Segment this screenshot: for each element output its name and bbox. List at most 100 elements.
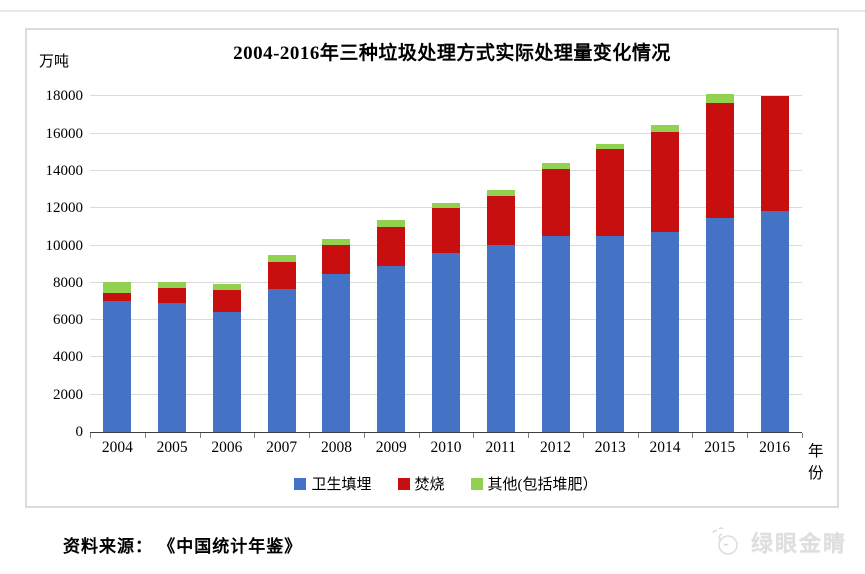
bar-segment-2006-卫生填埋 <box>212 311 241 432</box>
x-axis-tick <box>802 433 803 438</box>
bar-slot-2005 <box>145 87 200 432</box>
bar-segment-2006-焚烧 <box>212 290 241 312</box>
chart-legend: 卫生填埋 焚烧 其他(包括堆肥） <box>90 473 802 494</box>
x-axis-tick <box>254 433 256 438</box>
x-tick-label-2007: 2007 <box>266 439 298 456</box>
bar-segment-2010-其他(包括堆肥） <box>431 202 460 209</box>
y-tick-label-16000: 16000 <box>45 125 84 142</box>
bar-segment-2009-卫生填埋 <box>377 266 406 432</box>
bar-segment-2013-卫生填埋 <box>596 236 625 432</box>
bar-slot-2007 <box>254 87 309 432</box>
bar-slot-2016 <box>747 87 802 432</box>
x-axis-tick <box>582 433 584 438</box>
bar-segment-2012-卫生填埋 <box>541 236 570 432</box>
bar-slot-2015 <box>692 87 747 432</box>
bar-2008 <box>322 239 351 432</box>
bar-2014 <box>651 125 680 432</box>
bar-segment-2009-焚烧 <box>377 226 406 267</box>
bar-segment-2004-其他(包括堆肥） <box>103 281 132 294</box>
x-axis-tick <box>144 433 146 438</box>
bar-segment-2011-焚烧 <box>486 196 515 245</box>
bar-slot-2011 <box>473 87 528 432</box>
legend-label: 卫生填埋 <box>311 477 372 493</box>
bar-slot-2008 <box>309 87 364 432</box>
y-tick-label-8000: 8000 <box>53 274 83 291</box>
bar-2005 <box>158 281 187 432</box>
bar-2011 <box>486 189 515 432</box>
bar-segment-2014-卫生填埋 <box>651 231 680 432</box>
x-axis-tick <box>473 433 475 438</box>
bar-segment-2007-焚烧 <box>267 262 296 290</box>
watermark: 绿眼金睛 <box>709 526 847 558</box>
legend-label: 焚烧 <box>414 477 445 493</box>
legend-item-焚烧: 焚烧 <box>397 473 445 494</box>
legend-item-其他(包括堆肥）: 其他(包括堆肥） <box>470 473 598 494</box>
gridline-14000 <box>90 169 802 171</box>
x-axis-tick-labels: 2004 2005 2006 2007 2008 2009 2010 2011 2012 2013… <box>90 439 802 457</box>
bar-series-container <box>90 87 802 432</box>
bar-segment-2007-卫生填埋 <box>267 289 296 432</box>
bar-segment-2005-其他(包括堆肥） <box>158 281 187 289</box>
legend-swatch-icon <box>470 477 483 490</box>
bar-segment-2005-焚烧 <box>158 288 187 304</box>
x-tick-label-2006: 2006 <box>211 439 243 456</box>
y-tick-label-2000: 2000 <box>53 386 83 403</box>
bar-slot-2006 <box>200 87 255 432</box>
bar-2016 <box>760 96 789 432</box>
x-tick-label-2015: 2015 <box>704 439 736 456</box>
bar-segment-2008-卫生填埋 <box>322 274 351 432</box>
y-tick-label-14000: 14000 <box>45 162 84 179</box>
bar-slot-2014 <box>638 87 693 432</box>
x-tick-label-2011: 2011 <box>485 439 516 456</box>
gridline-18000 <box>90 95 802 97</box>
bar-segment-2011-卫生填埋 <box>486 244 515 432</box>
bar-slot-2010 <box>419 87 474 432</box>
y-tick-label-18000: 18000 <box>45 88 84 105</box>
bar-segment-2013-焚烧 <box>596 148 625 237</box>
x-axis-tick <box>309 433 311 438</box>
legend-swatch-icon <box>294 477 307 490</box>
bar-slot-2012 <box>528 87 583 432</box>
bar-segment-2016-焚烧 <box>760 96 789 212</box>
x-tick-label-2014: 2014 <box>649 439 681 456</box>
bar-2013 <box>596 143 625 432</box>
chart-panel: 万吨 2004-2016年三种垃圾处理方式实际处理量变化情况 0 2000 4000… <box>25 28 839 508</box>
bar-slot-2004 <box>90 87 145 432</box>
x-axis-tick <box>199 433 201 438</box>
y-axis-unit-label: 万吨 <box>39 54 70 70</box>
y-tick-label-0: 0 <box>75 424 84 440</box>
bar-2004 <box>103 281 132 432</box>
bar-2009 <box>377 220 406 432</box>
bar-segment-2012-其他(包括堆肥） <box>541 162 570 170</box>
bar-segment-2014-焚烧 <box>651 131 680 232</box>
x-axis-tick <box>90 433 91 438</box>
page-top-divider <box>0 10 865 12</box>
x-axis-tick <box>528 433 530 438</box>
y-tick-label-10000: 10000 <box>45 237 84 254</box>
legend-swatch-icon <box>397 477 410 490</box>
bar-slot-2009 <box>364 87 419 432</box>
x-axis-tick <box>418 433 420 438</box>
x-tick-label-2004: 2004 <box>101 439 133 456</box>
x-axis-tick <box>747 433 749 438</box>
bar-segment-2012-焚烧 <box>541 169 570 237</box>
data-source-note: 资料来源： 《中国统计年鉴》 <box>63 537 303 556</box>
brand-logo-icon <box>709 527 743 557</box>
bar-segment-2015-卫生填埋 <box>705 217 734 432</box>
x-tick-label-2005: 2005 <box>156 439 188 456</box>
bar-2006 <box>212 283 241 432</box>
y-tick-label-12000: 12000 <box>45 200 84 217</box>
bar-segment-2004-卫生填埋 <box>103 301 132 432</box>
x-axis-tick <box>363 433 365 438</box>
x-axis-unit-label: 年份 <box>808 443 824 482</box>
bar-segment-2010-焚烧 <box>431 208 460 253</box>
bar-segment-2015-其他(包括堆肥） <box>705 94 734 103</box>
bar-2007 <box>267 254 296 432</box>
y-axis-tick-labels: 0 2000 4000 6000 8000 10000 12000 14000 16000 180… <box>27 87 84 440</box>
plot-area <box>90 87 803 438</box>
bar-segment-2009-其他(包括堆肥） <box>377 220 406 227</box>
x-tick-label-2013: 2013 <box>594 439 626 456</box>
bar-segment-2005-卫生填埋 <box>158 303 187 432</box>
x-tick-label-2012: 2012 <box>540 439 571 456</box>
x-axis-line <box>90 431 802 433</box>
